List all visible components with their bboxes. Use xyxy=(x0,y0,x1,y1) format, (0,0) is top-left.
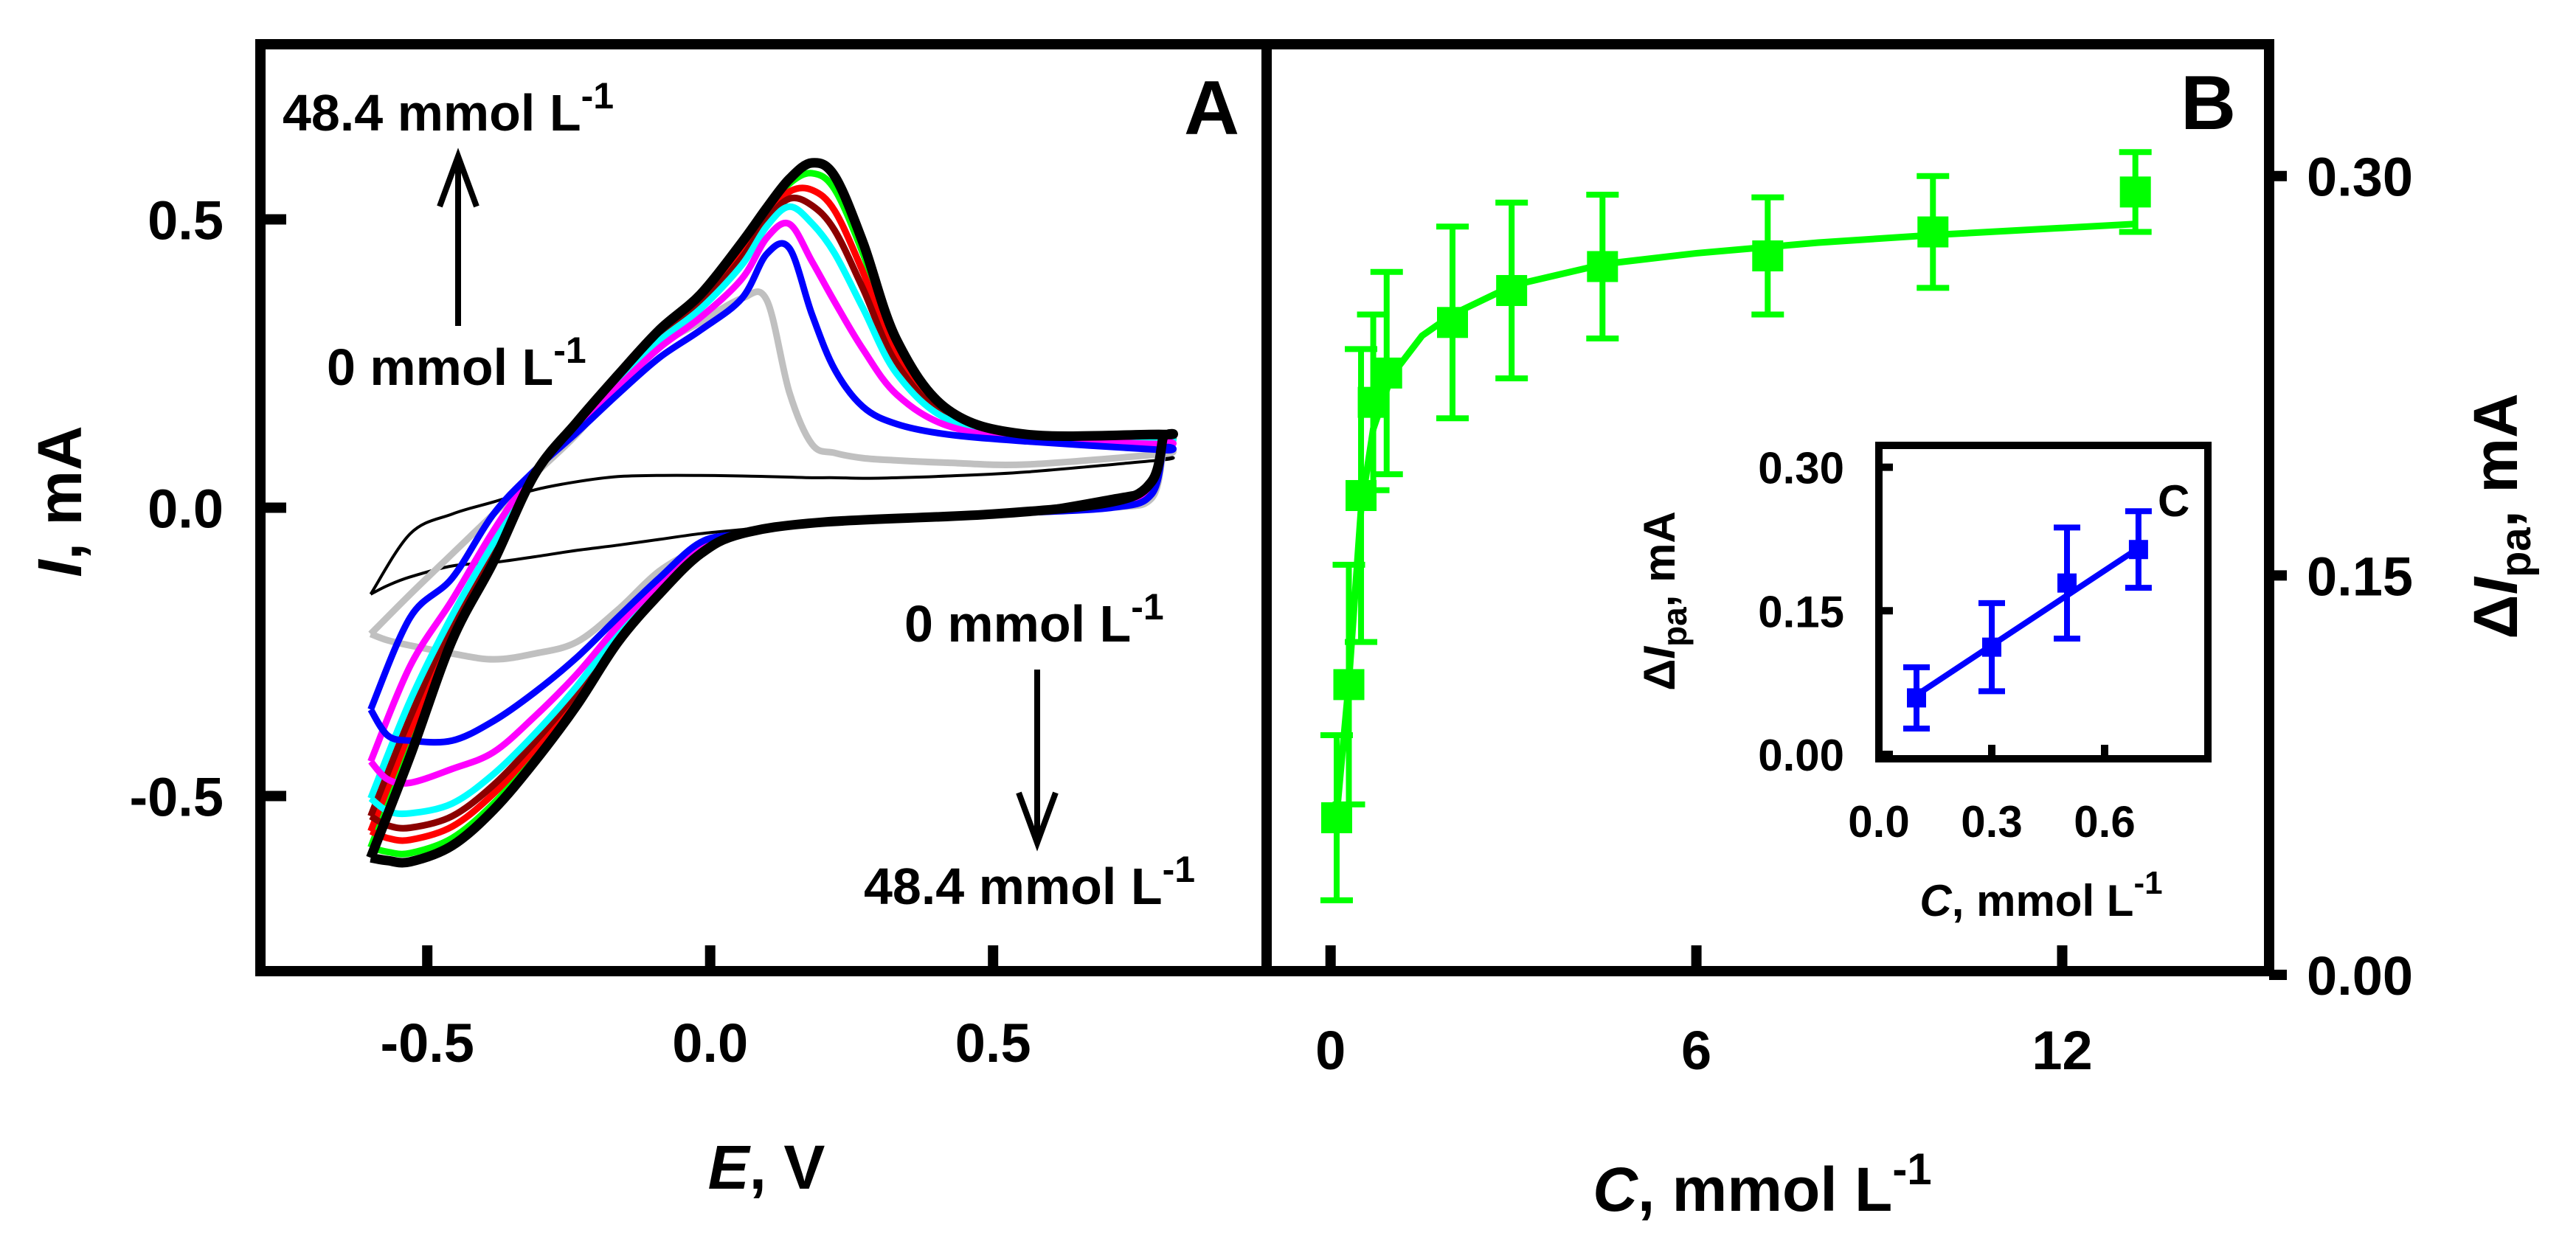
marker-square xyxy=(1752,240,1784,272)
marker-square xyxy=(1333,669,1365,701)
marker-square xyxy=(1907,688,1926,708)
annotation-anodic-high: 48.4 mmol L-1 xyxy=(283,75,614,142)
data-point-b xyxy=(2119,149,2152,235)
inset-c-marks xyxy=(1903,508,2152,731)
inset-c-background xyxy=(1879,445,2208,759)
y-tick-label-c: 0.00 xyxy=(1758,731,1844,780)
marker-square xyxy=(1496,274,1528,306)
x-axis-title-a: E, V xyxy=(708,1133,825,1202)
cv-curve-48-4-mmol-l-1 xyxy=(366,158,1179,868)
cv-curve-blue xyxy=(367,240,1177,746)
data-point-b xyxy=(1917,173,1950,291)
annotation-cathodic-zero: 0 mmol L-1 xyxy=(904,586,1164,653)
y-tick-label-a: 0.0 xyxy=(148,479,224,540)
inset-c: 0.0 0.3 0.6 0.00 0.15 0.30 C C, mmol L-1 ΔIpa… xyxy=(1635,442,2212,925)
marker-square xyxy=(2057,573,2077,593)
y-axis-title-c: ΔIpa, mA xyxy=(1635,511,1694,691)
y-tick-label-b: 0.00 xyxy=(2307,945,2413,1007)
x-tick-label-b: 12 xyxy=(2032,1020,2092,1081)
marker-square xyxy=(1320,802,1352,833)
x-tick-label-c: 0.3 xyxy=(1961,797,2022,847)
panel-b-frame xyxy=(1261,39,2274,976)
y-tick-label-c: 0.15 xyxy=(1758,587,1844,636)
panel-b: 0 6 12 0.00 0.15 0.30 B C, mmol L-1 ΔIpa, mA xyxy=(1261,39,2540,1224)
data-point-b xyxy=(1495,199,1528,382)
y-tick-label-a: 0.5 xyxy=(148,190,224,251)
data-point-b xyxy=(1586,191,1619,341)
y-axis-title-b: ΔIpa, mA xyxy=(2461,393,2540,639)
x-tick-label-b: 6 xyxy=(1681,1020,1711,1081)
panel-b-label: B xyxy=(2181,60,2236,146)
cv-curve-background xyxy=(369,456,1175,596)
annotation-anodic-zero: 0 mmol L-1 xyxy=(327,330,586,396)
x-axis-title-c: C, mmol L-1 xyxy=(1919,865,2162,925)
arrow-down-icon xyxy=(1016,670,1059,852)
marker-square xyxy=(1437,307,1468,338)
panel-b-axes: 0 6 12 0.00 0.15 0.30 xyxy=(1315,147,2413,1081)
y-tick-label-b: 0.30 xyxy=(2307,147,2413,208)
cv-curves xyxy=(366,158,1179,868)
x-tick-label-c: 0.0 xyxy=(1848,797,1909,847)
x-tick-label-a: 0.0 xyxy=(672,1012,748,1074)
marker-square xyxy=(1982,637,2001,657)
marker-square xyxy=(2128,540,2148,560)
y-axis-title-a: I, mA xyxy=(25,425,94,577)
y-tick-label-b: 0.15 xyxy=(2307,546,2413,607)
marker-square xyxy=(2119,176,2151,208)
data-point-c xyxy=(2054,524,2080,642)
inset-c-axes: 0.0 0.3 0.6 0.00 0.15 0.30 xyxy=(1758,444,2135,847)
y-tick-label-c: 0.30 xyxy=(1758,444,1844,493)
annotation-cathodic-high: 48.4 mmol L-1 xyxy=(864,849,1195,915)
inset-c-label: C xyxy=(2158,476,2189,526)
x-axis-title-b: C, mmol L-1 xyxy=(1593,1144,1931,1224)
inset-c-frame xyxy=(1875,442,2212,762)
data-point-c xyxy=(1903,664,1930,731)
data-point-b xyxy=(1436,223,1469,422)
arrow-up-icon xyxy=(437,147,479,326)
x-tick-label-a: -0.5 xyxy=(380,1012,474,1074)
marker-square xyxy=(1587,251,1618,282)
data-point-c xyxy=(2125,508,2152,591)
marker-square xyxy=(1357,386,1389,418)
panel-a: -0.5 0.0 0.5 0.5 0.0 -0.5 A 48.4 mmol L-1 0 m… xyxy=(25,39,1272,1202)
x-tick-label-b: 0 xyxy=(1315,1020,1346,1081)
x-tick-label-a: 0.5 xyxy=(955,1012,1031,1074)
data-point-b xyxy=(1370,268,1403,478)
panel-a-axes: -0.5 0.0 0.5 0.5 0.0 -0.5 xyxy=(129,190,1031,1074)
data-point-b xyxy=(1357,311,1390,493)
panel-a-label: A xyxy=(1184,66,1239,151)
y-tick-label-a: -0.5 xyxy=(129,767,224,828)
marker-square xyxy=(1917,216,1949,248)
fit-line-c xyxy=(1914,543,2144,698)
data-point-b xyxy=(1751,194,1784,318)
x-tick-label-c: 0.6 xyxy=(2074,797,2135,847)
data-point-c xyxy=(1978,600,2005,695)
panel-b-marks xyxy=(1320,149,2152,903)
marker-square xyxy=(1371,357,1402,389)
